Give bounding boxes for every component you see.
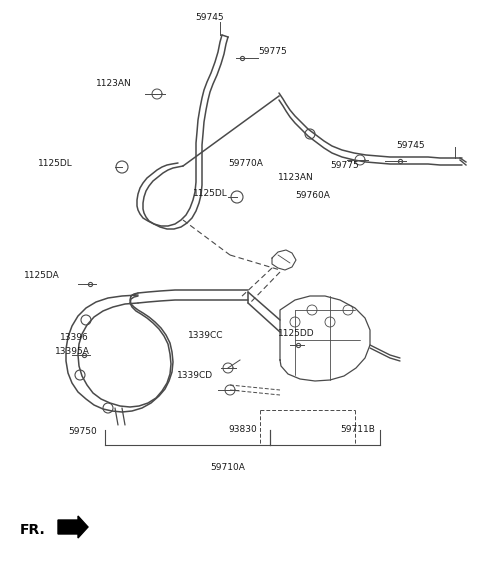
Text: 1339CC: 1339CC bbox=[188, 331, 224, 340]
Text: FR.: FR. bbox=[20, 523, 46, 537]
Text: 93830: 93830 bbox=[228, 426, 257, 435]
Text: 1125DD: 1125DD bbox=[278, 328, 314, 337]
Text: 59775: 59775 bbox=[258, 48, 287, 57]
Text: 59710A: 59710A bbox=[210, 464, 245, 473]
Text: 59770A: 59770A bbox=[228, 158, 263, 168]
Text: 1123AN: 1123AN bbox=[96, 79, 132, 88]
Text: 13395A: 13395A bbox=[55, 348, 90, 357]
Text: 59745: 59745 bbox=[396, 140, 425, 149]
Text: 59760A: 59760A bbox=[295, 191, 330, 199]
Text: 1125DL: 1125DL bbox=[38, 158, 73, 168]
Text: 1125DA: 1125DA bbox=[24, 271, 60, 280]
Text: 59775: 59775 bbox=[330, 161, 359, 170]
Text: 1125DL: 1125DL bbox=[193, 188, 228, 198]
Text: 1123AN: 1123AN bbox=[278, 173, 314, 182]
Text: 59745: 59745 bbox=[195, 14, 224, 23]
Polygon shape bbox=[58, 516, 88, 538]
Text: 59711B: 59711B bbox=[340, 426, 375, 435]
Text: 13396: 13396 bbox=[60, 333, 89, 342]
Text: 59750: 59750 bbox=[68, 427, 97, 436]
Text: 1339CD: 1339CD bbox=[177, 371, 213, 379]
